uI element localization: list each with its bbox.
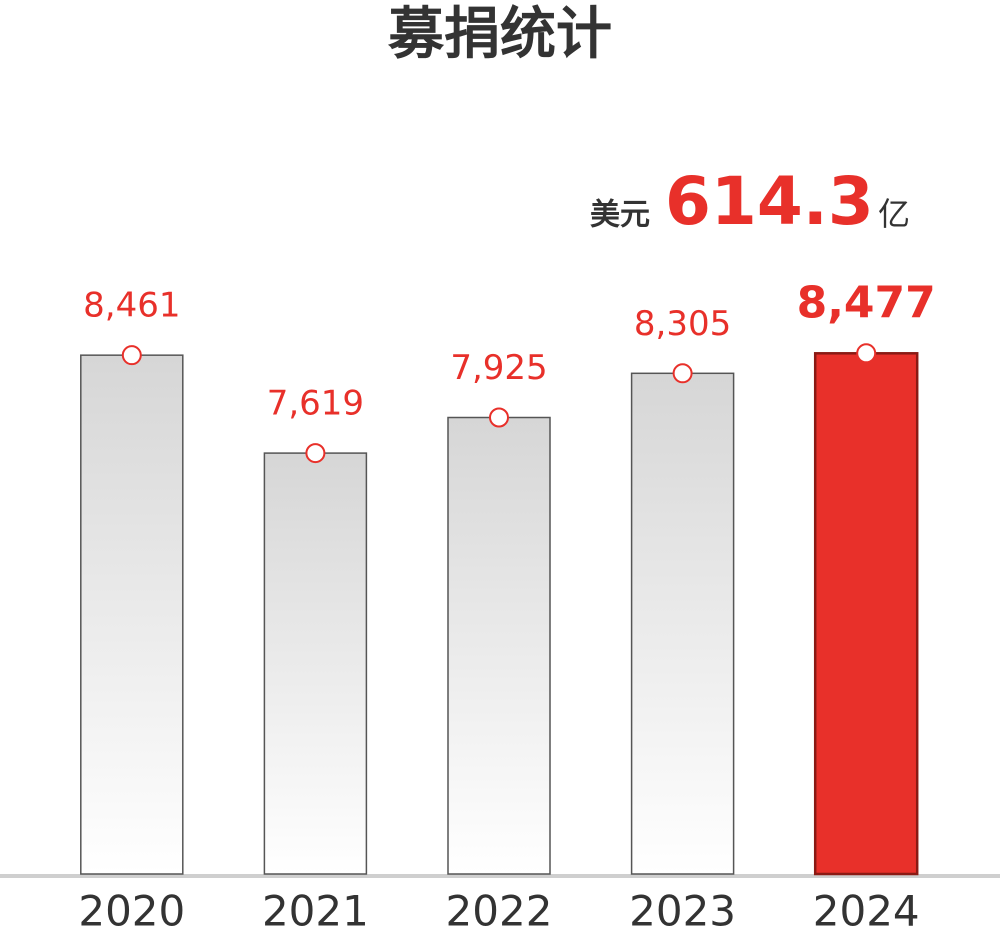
point-marker (856, 343, 877, 364)
annotation-value: 614.3 (665, 163, 874, 240)
x-tick-label: 2020 (78, 887, 185, 936)
x-tick-label: 2022 (446, 887, 553, 936)
chart-title: 募捐统计 (387, 2, 612, 67)
data-label: 8,305 (634, 304, 731, 344)
bar (630, 372, 735, 875)
bar (813, 352, 919, 876)
data-label: 7,925 (450, 348, 547, 388)
data-label: 8,477 (797, 277, 936, 328)
point-marker (489, 407, 509, 428)
x-tick-label: 2021 (262, 887, 369, 936)
data-label: 7,619 (267, 384, 364, 424)
bar (447, 416, 551, 875)
annotation-suffix: 亿 (878, 195, 910, 233)
point-marker (121, 345, 142, 366)
bar (263, 452, 368, 875)
point-marker (305, 443, 326, 464)
x-tick-label: 2023 (629, 887, 736, 936)
data-label: 8,461 (83, 286, 180, 326)
annotation-prefix: 美元 (590, 198, 650, 233)
x-tick-label: 2024 (813, 887, 920, 936)
bar (80, 354, 184, 875)
point-marker (672, 363, 693, 384)
